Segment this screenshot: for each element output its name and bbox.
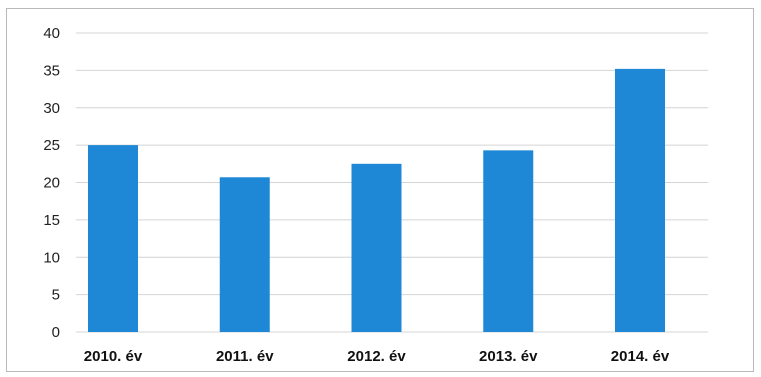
- y-tick-label: 30: [43, 100, 60, 117]
- bar-4: [483, 150, 534, 332]
- y-tick-label: 15: [43, 212, 60, 229]
- x-category-label: 2011. év: [216, 348, 274, 365]
- y-tick-label: 5: [52, 287, 60, 304]
- bars: [88, 68, 665, 332]
- y-tick-label: 35: [43, 62, 60, 79]
- x-axis-labels: 2010. év 2011. év 2012. év 2013. év 2014. év: [84, 348, 670, 365]
- bar-1: [88, 145, 138, 332]
- x-category-label: 2010. év: [84, 348, 143, 365]
- y-tick-label: 20: [43, 175, 60, 192]
- y-tick-label: 40: [43, 25, 60, 42]
- x-category-label: 2013. év: [479, 348, 538, 365]
- bar-3: [351, 163, 402, 332]
- y-axis-ticks: 0 5 10 15 20 25 30 35 40: [43, 25, 60, 341]
- y-tick-label: 0: [52, 324, 60, 341]
- y-tick-label: 10: [43, 249, 60, 266]
- bar-5: [615, 68, 665, 332]
- x-category-label: 2012. év: [347, 348, 406, 365]
- x-category-label: 2014. év: [611, 348, 670, 365]
- gridlines: [76, 32, 708, 333]
- y-tick-label: 25: [43, 137, 60, 154]
- bar-2: [219, 177, 270, 332]
